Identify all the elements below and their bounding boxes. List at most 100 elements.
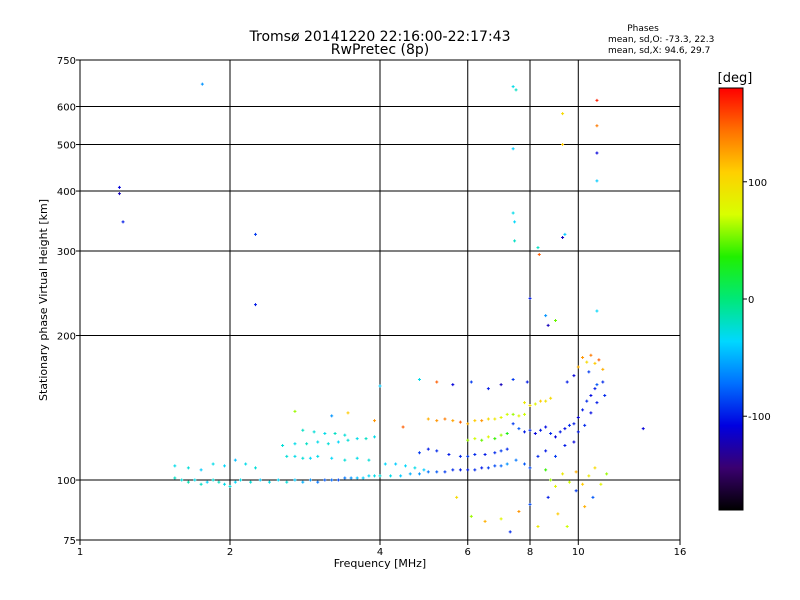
- data-point: [466, 438, 470, 442]
- data-point: [301, 480, 305, 484]
- data-point: [511, 412, 515, 416]
- data-point: [505, 462, 509, 466]
- data-point: [539, 399, 543, 403]
- y-tick-label: 600: [57, 103, 76, 114]
- data-point: [323, 478, 327, 482]
- data-point: [316, 454, 320, 458]
- data-point: [336, 440, 340, 444]
- data-point: [458, 468, 462, 472]
- data-point: [343, 476, 347, 480]
- data-point: [544, 449, 548, 453]
- data-point: [443, 417, 447, 421]
- data-point: [511, 211, 515, 215]
- data-point: [378, 384, 382, 388]
- data-point: [533, 432, 537, 436]
- data-point: [205, 480, 209, 484]
- x-tick-label: 1: [77, 547, 83, 558]
- data-point: [480, 438, 484, 442]
- data-point: [556, 512, 560, 516]
- data-point: [514, 458, 518, 462]
- data-point: [253, 466, 257, 470]
- data-point: [301, 456, 305, 460]
- data-point: [528, 403, 532, 407]
- data-point: [401, 425, 405, 429]
- data-point: [601, 380, 605, 384]
- data-point: [186, 480, 190, 484]
- axis-ticks: 1 2 4 6 8 10 16 75 100 200 300 400 500 600 750: [57, 56, 686, 558]
- data-point: [281, 444, 285, 448]
- data-point: [499, 517, 503, 521]
- data-point: [589, 411, 593, 415]
- data-point: [312, 430, 316, 434]
- data-point: [511, 147, 515, 151]
- data-point: [574, 489, 578, 493]
- data-point: [523, 412, 527, 416]
- data-point: [525, 380, 529, 384]
- data-point: [595, 383, 599, 387]
- data-point: [330, 414, 334, 418]
- data-point: [355, 476, 359, 480]
- data-point: [293, 442, 297, 446]
- data-point: [572, 440, 576, 444]
- data-point: [499, 449, 503, 453]
- data-point: [523, 401, 527, 405]
- data-point: [373, 474, 377, 478]
- data-point: [537, 253, 541, 257]
- data-point: [305, 442, 309, 446]
- data-point: [536, 454, 540, 458]
- data-point: [343, 433, 347, 437]
- data-point: [558, 430, 562, 434]
- data-point: [403, 464, 407, 468]
- data-point: [267, 480, 271, 484]
- data-point: [117, 192, 121, 196]
- data-point: [173, 464, 177, 468]
- data-point: [443, 470, 447, 474]
- y-tick-label: 400: [57, 187, 76, 198]
- data-point: [121, 220, 125, 224]
- colorbar-tick-label: -100: [748, 412, 771, 423]
- colorbar-tick-label: 100: [748, 178, 767, 189]
- data-point: [394, 462, 398, 466]
- data-point: [546, 323, 550, 327]
- data-point: [553, 318, 557, 322]
- data-point: [561, 112, 565, 116]
- data-point: [336, 478, 340, 482]
- data-point: [565, 525, 569, 529]
- data-point: [373, 435, 377, 439]
- legend-line-o: mean, sd,O: -73.3, 22.3: [608, 35, 714, 45]
- data-point: [285, 454, 289, 458]
- data-point: [599, 482, 603, 486]
- data-point: [233, 458, 237, 462]
- data-point: [576, 415, 580, 419]
- data-point: [480, 466, 484, 470]
- data-point: [549, 478, 553, 482]
- data-point: [417, 377, 421, 381]
- data-point: [587, 474, 591, 478]
- data-point: [528, 296, 532, 300]
- data-point: [499, 464, 503, 468]
- data-point: [473, 437, 477, 441]
- data-point: [367, 458, 371, 462]
- data-point: [285, 480, 289, 484]
- chart-title: Tromsø 20141220 22:16:00-22:17:43: [249, 29, 511, 45]
- data-point: [536, 525, 540, 529]
- data-point: [536, 246, 540, 250]
- data-point: [200, 82, 204, 86]
- legend-line-x: mean, sd,X: 94.6, 29.7: [608, 46, 710, 56]
- data-point: [583, 505, 587, 509]
- data-point: [595, 124, 599, 128]
- data-point: [511, 85, 515, 89]
- data-point: [553, 435, 557, 439]
- data-point: [486, 417, 490, 421]
- data-point: [435, 470, 439, 474]
- data-point: [576, 430, 580, 434]
- data-point: [605, 472, 609, 476]
- data-point: [528, 502, 532, 506]
- data-point: [593, 466, 597, 470]
- data-point: [567, 480, 571, 484]
- data-point: [486, 387, 490, 391]
- data-point: [493, 451, 497, 455]
- data-point: [546, 495, 550, 499]
- data-point: [301, 428, 305, 432]
